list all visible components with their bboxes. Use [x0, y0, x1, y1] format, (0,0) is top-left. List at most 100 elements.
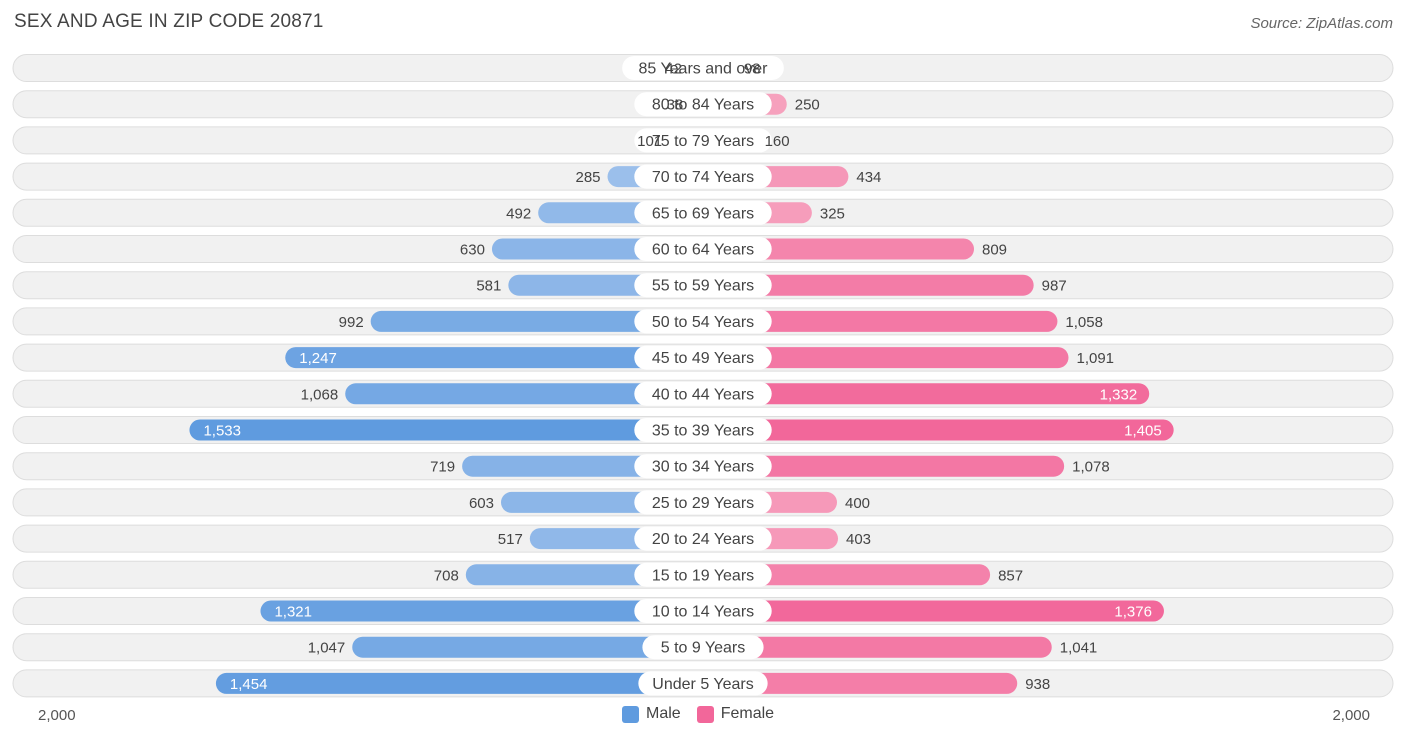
bar-female: [691, 419, 1174, 441]
male-value-label: 1,533: [203, 423, 241, 440]
male-value-label: 603: [469, 495, 494, 512]
category-pill: [634, 381, 772, 406]
female-value-label: 1,078: [1072, 459, 1110, 476]
category-pill: [634, 345, 772, 370]
male-value-label: 630: [460, 242, 485, 259]
male-value-label: 1,321: [274, 604, 312, 621]
category-label: 70 to 74 Years: [652, 169, 754, 186]
category-pill: [622, 56, 784, 80]
bar-male: [260, 600, 715, 622]
male-value-label: 492: [506, 205, 531, 222]
category-label: 45 to 49 Years: [652, 350, 754, 367]
male-value-label: 1,047: [308, 640, 346, 657]
chart-row: 40 to 44 Years 1,068 1,332: [12, 379, 1394, 408]
chart-row: 20 to 24 Years 517 403: [12, 524, 1394, 553]
male-value-label: 517: [498, 531, 523, 548]
male-value-label: 581: [476, 278, 501, 295]
bar-female: [691, 455, 1065, 477]
legend-item-female: Female: [696, 705, 775, 723]
chart-row: 45 to 49 Years 1,247 1,091: [12, 343, 1394, 372]
female-value-label: 987: [1042, 278, 1067, 295]
bar-male: [285, 347, 715, 369]
legend-swatch-female: [696, 705, 714, 723]
category-pill: [634, 237, 772, 261]
male-value-label: 285: [575, 169, 600, 186]
category-label: 40 to 44 Years: [652, 386, 754, 403]
category-pill: [634, 562, 772, 587]
chart-row: 35 to 39 Years 1,533 1,405: [12, 416, 1394, 444]
category-label: 80 to 84 Years: [652, 97, 754, 114]
male-value-label: 708: [434, 567, 459, 584]
category-pill: [634, 599, 772, 623]
bar-male: [189, 419, 715, 441]
category-label: 30 to 34 Years: [652, 459, 754, 476]
category-label: 60 to 64 Years: [652, 242, 754, 259]
female-value-label: 1,376: [1114, 604, 1152, 621]
legend-label-female: Female: [720, 705, 775, 722]
category-label: 15 to 19 Years: [652, 567, 754, 584]
male-value-label: 1,068: [301, 386, 339, 403]
chart-row: 50 to 54 Years 992 1,058: [12, 307, 1394, 336]
category-pill: [638, 671, 768, 696]
category-label: 5 to 9 Years: [661, 640, 746, 657]
female-value-label: 1,405: [1124, 423, 1162, 440]
category-pill: [642, 635, 764, 660]
female-value-label: 400: [845, 495, 870, 512]
category-pill: [634, 200, 772, 225]
female-value-label: 403: [846, 531, 871, 548]
chart-row: Under 5 Years 1,454 938: [12, 669, 1394, 698]
chart-row: 5 to 9 Years 1,047 1,041: [12, 633, 1394, 662]
source-label: Source: ZipAtlas.com: [1250, 15, 1393, 32]
legend-swatch-male: [622, 705, 639, 723]
chart-title: SEX AND AGE IN ZIP CODE 20871: [14, 11, 324, 32]
chart-row: 10 to 14 Years 1,321 1,376: [12, 597, 1394, 625]
bar-female: [691, 672, 1018, 694]
category-label: 35 to 39 Years: [652, 423, 754, 440]
category-label: 75 to 79 Years: [652, 133, 754, 150]
bar-female: [691, 347, 1069, 369]
chart-row: 25 to 29 Years 603 400: [12, 488, 1394, 517]
bar-male: [215, 672, 715, 694]
category-label: 10 to 14 Years: [652, 604, 754, 621]
category-pill: [634, 92, 772, 117]
axis-left-label: 2,000: [38, 707, 76, 724]
bar-female: [691, 383, 1150, 405]
female-value-label: 857: [998, 567, 1023, 584]
male-value-label: 101: [637, 133, 662, 150]
female-value-label: 1,091: [1076, 350, 1114, 367]
legend: Male Female: [622, 705, 782, 723]
female-value-label: 250: [795, 97, 820, 114]
female-value-label: 809: [982, 242, 1007, 259]
female-value-label: 1,058: [1065, 314, 1103, 331]
female-value-label: 938: [1025, 676, 1050, 693]
category-label: 25 to 29 Years: [652, 495, 754, 512]
category-pill: [634, 309, 772, 334]
male-value-label: 38: [667, 97, 684, 114]
category-label: 85 Years and over: [639, 61, 769, 78]
chart-row: 65 to 69 Years 492 325: [12, 198, 1394, 227]
female-value-label: 1,041: [1060, 640, 1098, 657]
bar-female: [691, 310, 1058, 332]
category-pill: [634, 526, 772, 551]
male-value-label: 992: [339, 314, 364, 331]
category-label: Under 5 Years: [652, 676, 753, 693]
chart-row: 30 to 34 Years 719 1,078: [12, 452, 1394, 481]
category-pill: [634, 164, 772, 189]
male-value-label: 1,454: [230, 676, 268, 693]
female-value-label: 98: [744, 61, 761, 78]
legend-label-male: Male: [646, 705, 681, 722]
bar-male: [345, 383, 715, 405]
category-pill: [634, 273, 772, 298]
category-pill: [634, 490, 772, 515]
bar-male: [352, 636, 715, 658]
category-label: 20 to 24 Years: [652, 531, 754, 548]
chart-row: 70 to 74 Years 285 434: [12, 162, 1394, 191]
female-value-label: 325: [820, 205, 845, 222]
category-label: 55 to 59 Years: [652, 278, 754, 295]
chart-row: 55 to 59 Years 581 987: [12, 271, 1394, 300]
bar-female: [691, 274, 1034, 296]
